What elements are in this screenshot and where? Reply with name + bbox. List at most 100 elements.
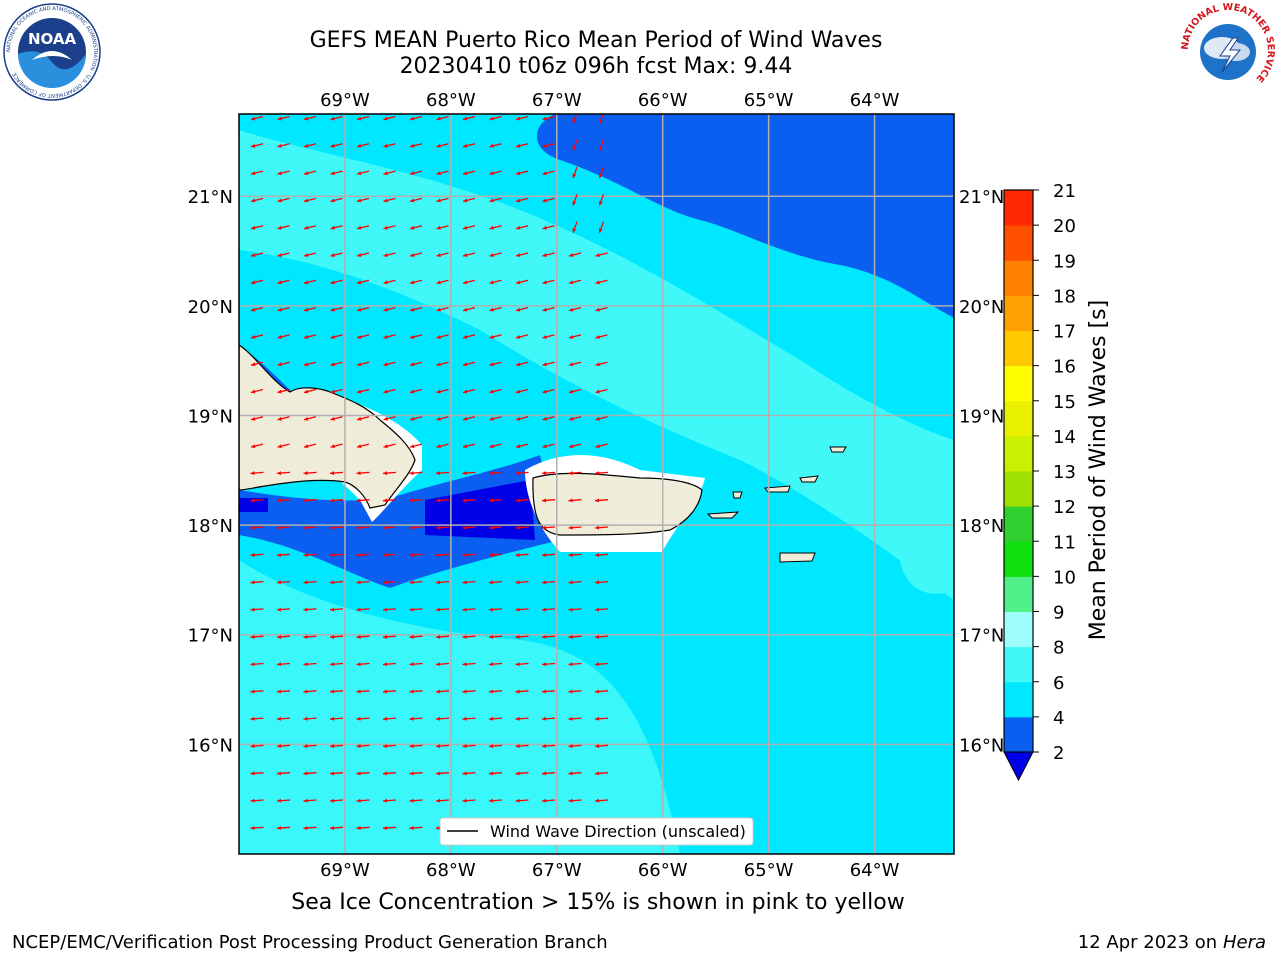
wave-direction-arrowhead bbox=[542, 307, 547, 312]
wave-direction-arrowhead bbox=[542, 362, 547, 367]
wave-direction-arrowhead bbox=[463, 307, 468, 312]
wave-direction-arrowhead bbox=[303, 607, 308, 612]
wave-direction-arrowhead bbox=[356, 662, 361, 667]
wave-direction-arrowhead bbox=[409, 471, 414, 476]
lon-tick-label: 64°W bbox=[850, 90, 900, 111]
wave-direction-arrowhead bbox=[595, 798, 600, 803]
wave-direction-arrowhead bbox=[463, 280, 468, 285]
wave-direction-arrowhead bbox=[489, 116, 494, 121]
wave-direction-arrowhead bbox=[303, 662, 308, 667]
map-tick-labels: 69°W 69°W 68°W 68°W 67°W 67°W 66°W 66°W 65°W 65°W… bbox=[188, 90, 1005, 881]
wave-direction-arrowhead bbox=[489, 334, 494, 339]
wave-direction-arrowhead bbox=[436, 116, 441, 121]
wave-direction-arrowhead bbox=[330, 498, 335, 503]
wave-direction-arrowhead bbox=[516, 362, 521, 367]
wave-direction-arrowhead bbox=[277, 471, 282, 476]
wave-direction-arrowhead bbox=[250, 525, 255, 530]
wave-direction-arrowhead bbox=[568, 607, 573, 612]
wave-direction-arrowhead bbox=[515, 607, 520, 612]
period-band-2-4-north bbox=[536, 114, 954, 318]
wave-direction-arrowhead bbox=[436, 634, 441, 639]
wave-direction-arrowhead bbox=[357, 389, 362, 394]
wave-direction-arrowhead bbox=[410, 334, 415, 339]
wave-direction-arrowhead bbox=[250, 825, 255, 830]
wave-direction-arrowhead bbox=[303, 498, 308, 503]
wave-direction-arrowhead bbox=[568, 798, 573, 803]
wave-direction-arrowhead bbox=[436, 498, 441, 503]
wave-direction-arrowhead bbox=[515, 689, 520, 694]
wave-direction-arrowhead bbox=[489, 471, 494, 476]
wave-direction-arrowhead bbox=[595, 634, 600, 639]
wave-direction-arrowhead bbox=[436, 307, 441, 312]
wave-direction-arrowhead bbox=[542, 634, 547, 639]
wave-direction-arrowhead bbox=[542, 716, 547, 721]
wave-direction-arrowhead bbox=[436, 607, 441, 612]
wave-direction-arrowhead bbox=[330, 716, 335, 721]
lon-tick-label: 64°W bbox=[850, 860, 900, 881]
wave-direction-arrowhead bbox=[251, 225, 256, 230]
wave-direction-arrowhead bbox=[357, 116, 362, 121]
wave-direction-arrowhead bbox=[489, 662, 494, 667]
lon-tick-label: 69°W bbox=[320, 90, 370, 111]
wave-direction-arrowhead bbox=[572, 173, 577, 179]
wave-direction-arrowhead bbox=[516, 171, 521, 176]
wave-direction-arrowhead bbox=[356, 552, 361, 557]
wave-direction-arrowhead bbox=[409, 771, 414, 776]
wave-direction-arrowhead bbox=[595, 362, 600, 367]
wave-direction-arrowhead bbox=[250, 580, 255, 585]
noaa-logo: NATIONAL OCEANIC AND ATMOSPHERIC ADMINIS… bbox=[3, 3, 101, 101]
wave-direction-arrowhead bbox=[383, 607, 388, 612]
colorbar-segment bbox=[1004, 400, 1033, 437]
wave-direction-arrowhead bbox=[542, 771, 547, 776]
lat-tick-label: 16°N bbox=[959, 735, 1004, 756]
wave-direction-arrowhead bbox=[516, 444, 521, 449]
wave-direction-arrowhead bbox=[251, 171, 256, 176]
wave-direction-arrowhead bbox=[515, 798, 520, 803]
wave-direction-arrowhead bbox=[595, 689, 600, 694]
wave-direction-arrowhead bbox=[330, 307, 335, 312]
wave-direction-arrowhead bbox=[410, 362, 415, 367]
wave-direction-arrowhead bbox=[489, 498, 494, 503]
wave-direction-arrowhead bbox=[250, 689, 255, 694]
wave-direction-arrowhead bbox=[489, 389, 494, 394]
colorbar-tick-label: 4 bbox=[1053, 708, 1064, 729]
wave-direction-arrowhead bbox=[595, 771, 600, 776]
wave-direction-arrowhead bbox=[515, 525, 520, 530]
wave-direction-arrowhead bbox=[356, 825, 361, 830]
wave-direction-arrowhead bbox=[383, 634, 388, 639]
wave-direction-arrowhead bbox=[515, 634, 520, 639]
wave-direction-arrowhead bbox=[277, 798, 282, 803]
wave-direction-arrowhead bbox=[489, 198, 494, 203]
wave-direction-arrowhead bbox=[303, 552, 308, 557]
wave-direction-arrowhead bbox=[303, 689, 308, 694]
wave-direction-arrowhead bbox=[357, 362, 362, 367]
period-band-6-8-south bbox=[239, 560, 680, 854]
sea-ice-caption: Sea Ice Concentration > 15% is shown in … bbox=[291, 890, 905, 915]
wave-direction-arrowhead bbox=[463, 389, 468, 394]
wave-direction-arrowhead bbox=[409, 744, 414, 749]
colorbar-under-triangle bbox=[1003, 751, 1034, 782]
wave-direction-arrowhead bbox=[516, 307, 521, 312]
lat-tick-label: 21°N bbox=[959, 187, 1004, 208]
footer-machine: Hera bbox=[1222, 932, 1266, 953]
wave-direction-arrowhead bbox=[542, 525, 547, 530]
land-hispaniola bbox=[239, 344, 416, 509]
wind-wave-direction-arrows bbox=[250, 114, 609, 830]
lon-tick-label: 65°W bbox=[744, 860, 794, 881]
wave-direction-arrowhead bbox=[572, 228, 577, 233]
wave-direction-arrowhead bbox=[569, 334, 574, 339]
colorbar-segment bbox=[1004, 260, 1033, 296]
wave-direction-arrowhead bbox=[489, 580, 494, 585]
wave-direction-arrowhead bbox=[542, 171, 547, 176]
wave-direction-arrowhead bbox=[409, 634, 414, 639]
wave-direction-arrowhead bbox=[304, 307, 309, 312]
nws-logo: NATIONAL WEATHER SERVICE bbox=[1180, 2, 1276, 98]
wave-direction-arrowhead bbox=[462, 716, 467, 721]
wave-direction-arrowhead bbox=[277, 771, 282, 776]
wave-direction-arrowhead bbox=[462, 498, 467, 503]
map-legend: Wind Wave Direction (unscaled) bbox=[439, 817, 754, 846]
wave-direction-arrowhead bbox=[595, 716, 600, 721]
wave-direction-arrowhead bbox=[383, 525, 388, 530]
wave-direction-arrowhead bbox=[542, 744, 547, 749]
wave-direction-arrowhead bbox=[409, 716, 414, 721]
